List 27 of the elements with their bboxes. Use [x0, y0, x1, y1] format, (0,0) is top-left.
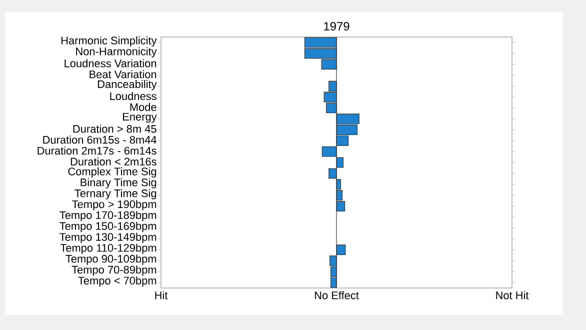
text: No Effect — [314, 291, 359, 300]
y-tick-label: Tempo < 70bpm — [78, 276, 156, 287]
y-tick-label: Tempo > 190bpm — [72, 200, 156, 210]
y-tick-label: Duration 2m17s - 6m14s — [38, 146, 156, 155]
chart-title: 1979 — [324, 22, 350, 30]
y-tick-label: Mode — [130, 102, 156, 111]
text: Hit — [155, 291, 168, 300]
y-tick-label: Duration 6m15s - 8m44 — [43, 136, 156, 144]
y-tick-label: Duration < 2m16s — [70, 157, 156, 166]
y-tick-label: Ternary Time Sig — [74, 189, 156, 200]
y-tick-label: Binary Time Sig — [80, 178, 156, 188]
y-tick-label: Energy — [122, 112, 157, 123]
y-tick-label: Complex Time Sig — [68, 167, 156, 178]
y-tick-label: Danceability — [98, 80, 157, 90]
y-tick-label: Loudness — [110, 92, 156, 100]
y-tick-label: Beat Variation — [90, 70, 156, 78]
y-tick-label: Tempo 150-169bpm — [60, 222, 156, 232]
y-tick-label: Tempo 110-129bpm — [60, 244, 156, 254]
y-tick-label: Tempo 170-189bpm — [60, 210, 156, 222]
y-tick-label: Tempo 130-149bpm — [60, 232, 156, 243]
y-tick-label: Harmonic Simplicity — [62, 36, 157, 47]
y-tick-label: Loudness Variation — [64, 59, 156, 68]
y-tick-label: Non-Harmonicity — [76, 47, 157, 58]
y-tick-label: Tempo 70-89bpm — [72, 266, 156, 276]
text: Not Hit — [496, 291, 529, 300]
y-tick-label: Duration > 8m 45 — [73, 124, 156, 133]
y-tick-label: Tempo 90-109bpm — [66, 254, 156, 265]
